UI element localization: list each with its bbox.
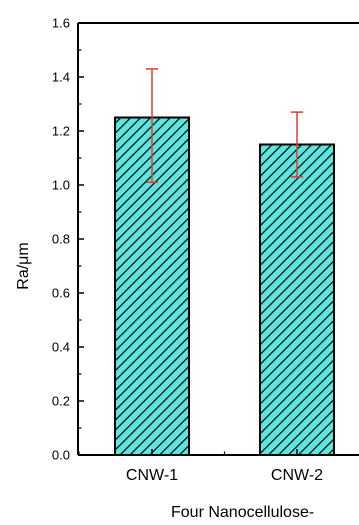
y-tick-label: 1.4 — [52, 70, 70, 85]
y-tick-label: 0.6 — [52, 286, 70, 301]
x-tick-label-cnw-1: CNW-1 — [126, 467, 178, 484]
axes-layer — [77, 22, 359, 456]
y-tick-label: 0.0 — [52, 448, 70, 463]
bars-layer — [114, 116, 335, 456]
y-tick-label: 1.2 — [52, 124, 70, 139]
y-tick-label: 0.4 — [52, 340, 70, 355]
y-tick-label: 1.6 — [52, 16, 70, 31]
y-tick-label: 0.2 — [52, 394, 70, 409]
x-axis-title: Four Nanocellulose- — [171, 504, 314, 520]
y-tick-label: 1.0 — [52, 178, 70, 193]
bar-cnw-2 — [259, 143, 335, 456]
y-axis-title: Ra/μm — [15, 242, 32, 289]
y-tick-label: 0.8 — [52, 232, 70, 247]
labels-layer: 0.0 0.2 0.4 0.6 0.8 1.0 1.2 1.4 1.6 CNW-1 CNW-2 — [52, 16, 323, 485]
x-tick-label-cnw-2: CNW-2 — [271, 467, 323, 484]
error-bars-layer — [146, 68, 303, 184]
